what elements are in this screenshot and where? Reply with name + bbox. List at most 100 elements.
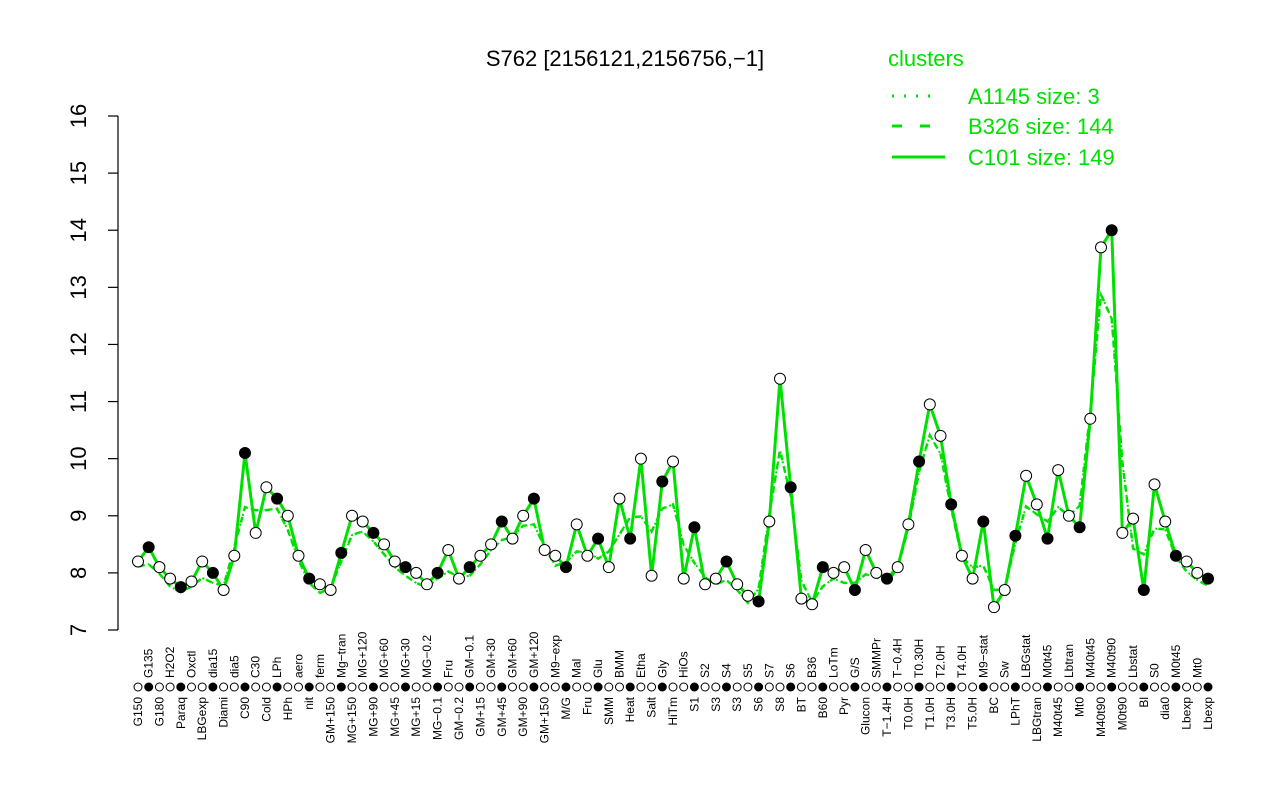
x-category-marker	[390, 682, 400, 692]
data-point	[1191, 566, 1204, 579]
x-category-marker	[1203, 682, 1213, 692]
x-tick-label: Fru	[441, 660, 455, 678]
x-category-marker	[165, 682, 175, 692]
x-category-marker	[668, 682, 678, 692]
x-category-marker	[754, 682, 764, 692]
x-category-marker	[422, 682, 432, 692]
x-tick-label: S3	[730, 697, 744, 712]
x-tick-label: M40t90	[1105, 638, 1119, 678]
y-tick-label: 10	[66, 446, 91, 470]
data-point	[249, 526, 262, 539]
x-category-marker	[1043, 682, 1052, 692]
x-category-marker	[315, 682, 325, 692]
data-point	[335, 546, 348, 559]
data-point	[923, 398, 936, 411]
x-tick-label: T4.0H	[955, 645, 969, 678]
x-category-marker	[829, 682, 838, 692]
x-category-marker	[1010, 682, 1020, 692]
x-category-marker	[732, 682, 742, 692]
x-category-marker	[700, 682, 710, 692]
x-category-marker	[657, 682, 667, 692]
x-category-marker	[486, 682, 496, 692]
x-tick-label: G135	[142, 648, 156, 678]
data-point	[988, 601, 1000, 614]
x-tick-label: T2.0H	[934, 645, 948, 678]
x-category-marker	[1192, 682, 1202, 692]
x-category-marker	[433, 682, 443, 692]
x-category-marker	[946, 682, 956, 692]
data-point	[217, 584, 230, 597]
x-category-marker	[550, 682, 560, 692]
data-point	[153, 561, 166, 574]
data-point	[784, 481, 797, 494]
data-point	[881, 572, 893, 585]
x-tick-label: Oxctl	[185, 651, 199, 678]
x-tick-label: Lbstat	[1126, 645, 1140, 678]
x-category-marker	[443, 682, 453, 692]
x-category-marker	[957, 682, 967, 692]
data-point	[346, 509, 358, 522]
data-point	[998, 584, 1011, 597]
y-axis: 7 8 9 10 11 12 13 14 15 16	[66, 104, 119, 636]
x-category-marker	[893, 682, 903, 692]
x-tick-label: MG−0.1	[431, 697, 445, 740]
x-tick-label: Bl	[1137, 697, 1151, 708]
x-tick-label: GM+90	[516, 697, 530, 737]
data-point	[303, 572, 316, 585]
x-tick-label: GM+120	[527, 631, 541, 678]
x-tick-label: T5.0H	[966, 697, 980, 730]
x-category-marker	[379, 682, 389, 692]
x-category-marker	[1107, 682, 1117, 692]
x-tick-label: aero	[292, 654, 306, 678]
data-point	[977, 515, 990, 528]
x-category-marker	[1160, 682, 1170, 692]
x-tick-label: T3.0H	[944, 697, 958, 730]
data-point	[848, 584, 861, 597]
series-line-a1145	[137, 290, 1209, 605]
data-point	[324, 584, 337, 597]
x-tick-label: Lbexp	[1201, 697, 1215, 730]
x-tick-label: M40t90	[1094, 697, 1108, 737]
x-tick-label: S6	[784, 663, 798, 678]
data-point	[260, 481, 273, 494]
data-point	[206, 566, 219, 579]
x-category-marker	[775, 682, 785, 692]
legend-title: clusters	[888, 46, 964, 71]
x-tick-label: GM−0.2	[452, 697, 466, 740]
x-category-marker	[850, 682, 860, 692]
x-tick-label: ferm	[313, 654, 327, 678]
data-point	[752, 595, 765, 608]
data-point	[709, 572, 722, 585]
x-tick-label: Glu	[591, 659, 605, 678]
data-point	[356, 515, 369, 528]
y-tick-label: 8	[66, 567, 91, 579]
x-category-marker	[1139, 682, 1149, 692]
x-tick-label: T−1.4H	[880, 697, 894, 737]
x-category-marker	[882, 682, 892, 692]
x-tick-label: B36	[805, 656, 819, 678]
x-tick-label: BC	[987, 697, 1001, 714]
data-point	[795, 592, 808, 605]
data-point	[859, 544, 872, 557]
data-point	[945, 498, 958, 511]
x-category-marker	[839, 682, 849, 692]
x-category-marker	[689, 682, 699, 692]
x-tick-label: GM+30	[484, 638, 498, 678]
series-line-b326	[137, 289, 1209, 605]
x-category-marker	[1021, 682, 1031, 692]
x-category-marker	[1053, 682, 1063, 692]
x-tick-label: Lbtran	[1062, 644, 1076, 678]
data-point	[1052, 464, 1065, 477]
chart-title: S762 [2156121,2156756,−1]	[486, 46, 764, 71]
x-tick-label: Gly	[655, 660, 669, 678]
data-point	[271, 492, 284, 505]
x-tick-label: M0t45	[1169, 644, 1183, 678]
data-point	[132, 555, 144, 568]
data-point	[420, 578, 433, 591]
data-point	[367, 526, 380, 539]
legend: clusters A1145 size: 3 B326 size: 144 C1…	[888, 46, 1115, 170]
x-category-marker	[914, 682, 924, 692]
data-point	[806, 598, 819, 611]
x-category-marker	[283, 682, 293, 692]
